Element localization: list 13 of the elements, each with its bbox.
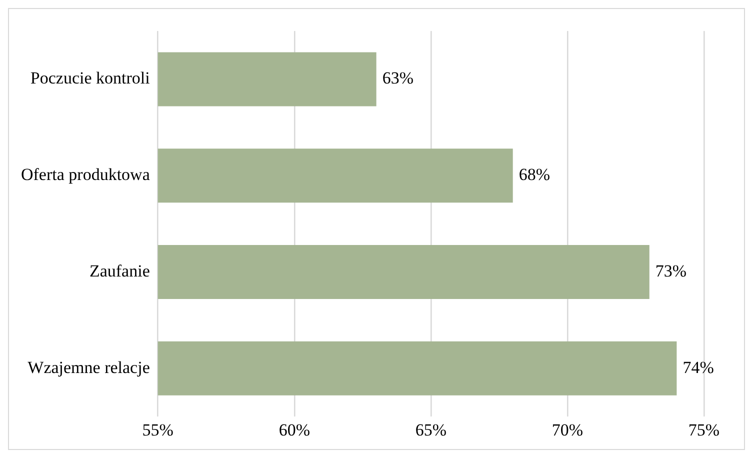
- data-label: 74%: [682, 358, 714, 377]
- data-label: 73%: [655, 261, 687, 280]
- x-tick-label: 65%: [415, 420, 447, 440]
- data-label: 63%: [382, 68, 414, 88]
- x-tick-label: 70%: [552, 420, 584, 440]
- y-tick-label: Poczucie kontroli: [30, 68, 150, 88]
- x-tick-label: 75%: [688, 420, 720, 440]
- y-tick-label: Oferta produktowa: [20, 165, 150, 184]
- y-tick-label: Wzajemne relacje: [28, 358, 150, 377]
- x-tick-label: 55%: [142, 420, 174, 440]
- x-tick-label: 60%: [278, 420, 310, 440]
- data-label: 68%: [518, 165, 550, 184]
- y-tick-label: Zaufanie: [89, 261, 150, 280]
